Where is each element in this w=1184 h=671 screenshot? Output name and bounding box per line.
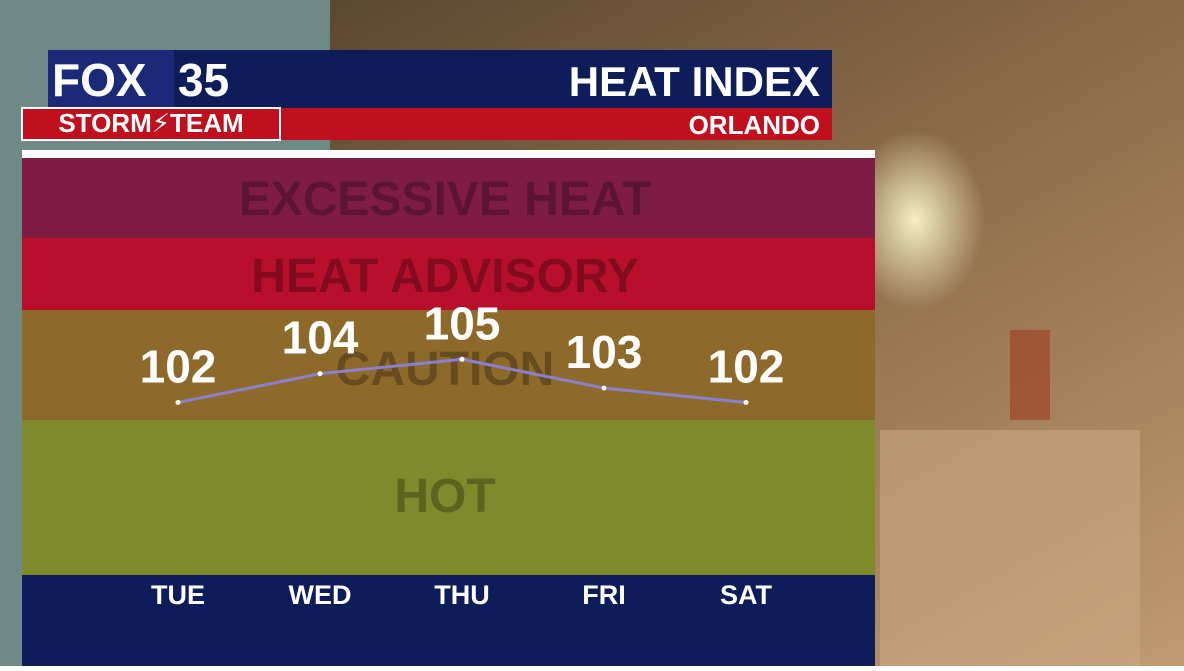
background-light xyxy=(845,130,985,310)
location-bar xyxy=(280,108,832,140)
band-label: EXCESSIVE HEAT xyxy=(239,173,652,226)
value-label: 102 xyxy=(708,340,785,392)
location: ORLANDO xyxy=(689,110,820,140)
title: HEAT INDEX xyxy=(569,58,820,105)
logo-fox: FOX xyxy=(52,54,147,106)
panel-top xyxy=(22,150,875,158)
band xyxy=(22,238,875,310)
x-tick-label: SAT xyxy=(720,580,773,610)
value-label: 105 xyxy=(424,297,501,349)
logo-team: STORM⚡TEAM xyxy=(58,108,243,138)
value-label: 103 xyxy=(566,326,643,378)
point xyxy=(743,399,749,405)
logo-number: 35 xyxy=(178,54,229,106)
background-blur xyxy=(1010,330,1050,420)
band xyxy=(22,420,875,575)
point xyxy=(317,371,323,377)
band xyxy=(22,158,875,238)
point xyxy=(601,385,607,391)
point xyxy=(175,399,181,405)
x-tick-label: THU xyxy=(434,580,490,610)
x-tick-label: FRI xyxy=(582,580,626,610)
x-tick-label: WED xyxy=(289,580,352,610)
point xyxy=(459,356,465,362)
value-label: 104 xyxy=(282,312,359,364)
band-label: HEAT ADVISORY xyxy=(251,250,639,303)
band-label: HOT xyxy=(394,470,495,523)
value-label: 102 xyxy=(140,340,217,392)
team-box xyxy=(21,107,281,141)
day-bar xyxy=(22,575,875,666)
title-bar xyxy=(48,50,832,108)
logo-box xyxy=(48,50,174,108)
background-blur xyxy=(880,430,1140,666)
x-tick-label: TUE xyxy=(151,580,205,610)
